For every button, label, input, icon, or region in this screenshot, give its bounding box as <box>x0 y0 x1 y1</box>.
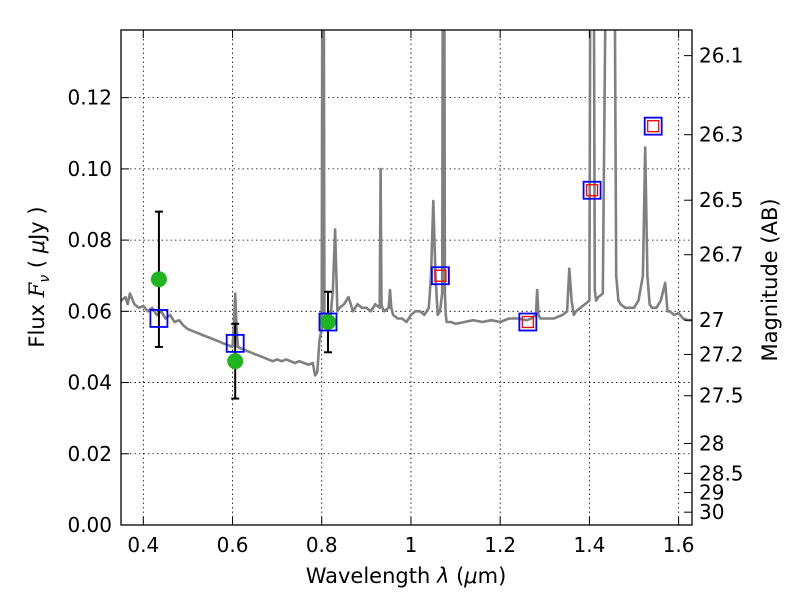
y2-tick-label: 26.3 <box>699 123 744 147</box>
y-tick-label: 0.00 <box>67 513 112 537</box>
y2-tick-label: 27.5 <box>699 384 744 408</box>
model-flux-square <box>225 333 245 353</box>
synthetic-flux-square <box>434 269 447 282</box>
y2-tick-label: 26.7 <box>699 243 744 267</box>
observed-flux-point <box>227 353 244 370</box>
spectrum-line <box>121 30 692 377</box>
model-flux-square <box>431 266 450 286</box>
x-tick-label: 1 <box>405 533 418 557</box>
model-flux-square <box>582 180 602 200</box>
observed-flux-point <box>319 314 336 331</box>
y2-tick-label: 27 <box>699 308 724 332</box>
points-layer <box>149 116 663 400</box>
synthetic-flux-square <box>585 184 599 197</box>
model-flux-square <box>149 309 169 328</box>
x-tick-label: 1.2 <box>484 533 516 557</box>
y2-axis-label: Magnitude (AB) <box>758 198 782 361</box>
tick-labels: 0.4 0.6 0.8 1 1.2 1.4 1.6 0.00 0.02 0.04 0.06 0.08 0… <box>67 44 743 557</box>
x-axis-label: Wavelength λ (μm) <box>306 564 507 588</box>
synthetic-flux-square <box>521 315 534 329</box>
y2-tick-label: 28.5 <box>699 461 744 485</box>
y-tick-label: 0.10 <box>67 157 112 181</box>
y-axis-label: Flux Fν ( μJy ) <box>25 206 53 347</box>
x-tick-label: 0.8 <box>306 533 338 557</box>
tick-marks <box>121 30 692 526</box>
observed-flux-point <box>150 271 167 288</box>
grid-lines <box>121 30 692 526</box>
synthetic-flux-square <box>647 120 660 133</box>
x-tick-label: 1.4 <box>573 533 605 557</box>
y2-tick-label: 26.1 <box>699 44 744 68</box>
y-tick-label: 0.08 <box>67 228 112 252</box>
y-tick-label: 0.04 <box>67 371 112 395</box>
y2-tick-label: 27.2 <box>699 342 744 366</box>
y2-tick-label: 29 <box>699 481 724 505</box>
y2-tick-label: 28 <box>699 431 724 455</box>
x-tick-label: 0.6 <box>217 533 249 557</box>
y-tick-label: 0.12 <box>67 86 112 110</box>
spectrum-layer <box>121 30 692 377</box>
plot-frame <box>120 29 693 526</box>
model-flux-square <box>318 312 338 332</box>
y-tick-label: 0.02 <box>67 442 112 466</box>
y2-tick-label: 30 <box>699 500 724 524</box>
y2-tick-label: 26.5 <box>699 188 744 212</box>
model-flux-square <box>518 312 538 332</box>
x-tick-label: 1.6 <box>663 533 695 557</box>
model-flux-square <box>643 116 663 136</box>
x-tick-label: 0.4 <box>127 533 159 557</box>
y-tick-label: 0.06 <box>67 299 112 323</box>
